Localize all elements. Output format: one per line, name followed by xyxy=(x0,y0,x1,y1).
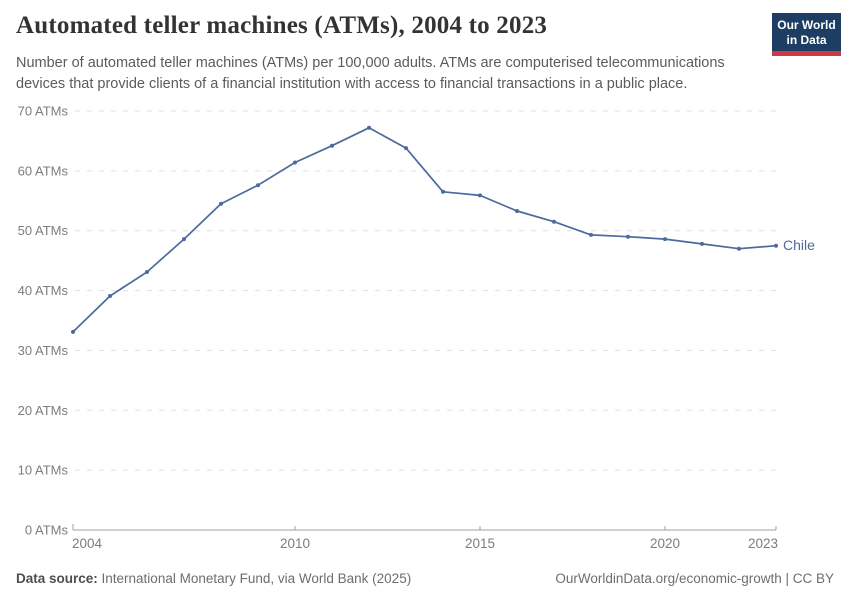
x-axis-label: 2004 xyxy=(72,536,103,551)
x-axis-label: 2015 xyxy=(465,536,495,551)
data-point[interactable] xyxy=(367,125,371,130)
y-axis-label: 40 ATMs xyxy=(18,283,69,298)
y-axis-label: 10 ATMs xyxy=(18,463,69,478)
data-point[interactable] xyxy=(589,232,593,237)
data-point[interactable] xyxy=(108,294,112,298)
x-axis-label: 2020 xyxy=(650,536,680,551)
owid-logo-redbar xyxy=(772,51,841,56)
data-point[interactable] xyxy=(737,246,741,251)
page-title: Automated teller machines (ATMs), 2004 t… xyxy=(16,12,548,39)
data-point[interactable] xyxy=(441,189,445,194)
line-chart: 0 ATMs 10 ATMs 20 ATMs 30 ATMs 40 ATMs 50 ATM… xyxy=(18,104,815,552)
owid-logo-line2: in Data xyxy=(786,32,827,47)
owid-logo[interactable]: Our World in Data xyxy=(772,13,841,56)
data-source: Data source: International Monetary Fund… xyxy=(16,571,411,586)
data-point[interactable] xyxy=(515,209,519,213)
entity-label-chile[interactable]: Chile xyxy=(783,237,815,253)
data-point[interactable] xyxy=(71,329,75,334)
chile-line[interactable] xyxy=(72,126,777,333)
y-axis-label: 0 ATMs xyxy=(25,523,69,538)
y-axis-label: 50 ATMs xyxy=(18,223,69,238)
data-point[interactable] xyxy=(330,143,334,148)
data-point[interactable] xyxy=(293,160,297,165)
x-axis-label: 2023 xyxy=(748,536,778,551)
data-point[interactable] xyxy=(700,241,704,246)
data-point[interactable] xyxy=(552,219,556,224)
data-point[interactable] xyxy=(145,270,149,274)
y-axis-label: 30 ATMs xyxy=(18,343,69,358)
data-point[interactable] xyxy=(774,243,778,248)
chart-footer: Data source: International Monetary Fund… xyxy=(16,571,834,586)
data-point[interactable] xyxy=(663,237,667,242)
y-axis-label: 70 ATMs xyxy=(18,104,69,119)
data-point[interactable] xyxy=(219,201,223,206)
y-axis-label: 60 ATMs xyxy=(18,163,69,178)
license-link[interactable]: OurWorldinData.org/economic-growth | CC … xyxy=(555,571,834,586)
data-point[interactable] xyxy=(182,237,186,242)
data-point[interactable] xyxy=(478,193,482,198)
data-point[interactable] xyxy=(256,183,260,188)
x-axis-label: 2010 xyxy=(280,536,310,551)
data-source-text: International Monetary Fund, via World B… xyxy=(97,571,412,586)
data-source-label: Data source: xyxy=(16,571,98,586)
owid-logo-box: Our World in Data xyxy=(772,13,841,51)
data-point[interactable] xyxy=(626,234,630,239)
y-axis-label: 20 ATMs xyxy=(18,403,69,418)
owid-logo-line1: Our World xyxy=(777,18,836,32)
chart-subtitle: Number of automated teller machines (ATM… xyxy=(16,55,725,92)
data-point[interactable] xyxy=(404,146,408,151)
